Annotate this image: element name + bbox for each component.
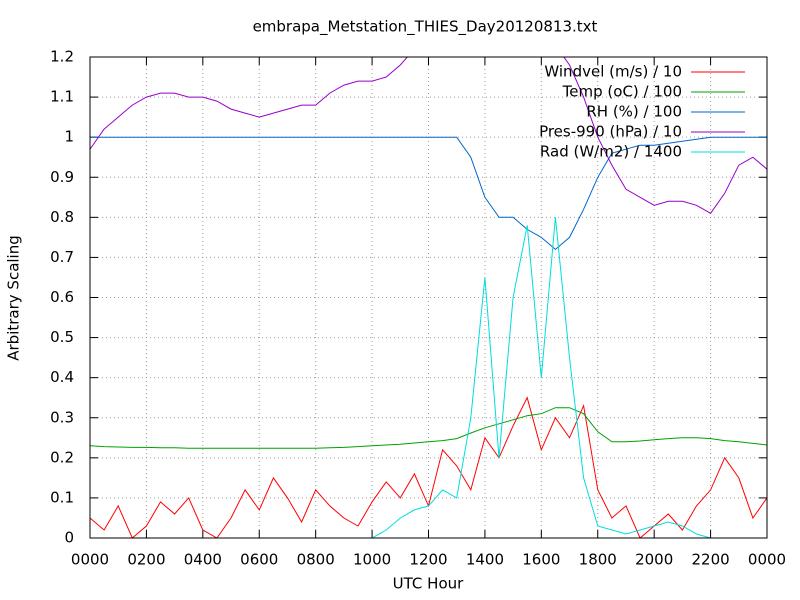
x-axis-label: UTC Hour — [393, 575, 464, 593]
y-tick-label: 0.6 — [50, 288, 74, 306]
x-tick-label: 0600 — [240, 551, 278, 569]
legend-label: Temp (oC) / 100 — [562, 83, 682, 101]
y-axis-label: Arbitrary Scaling — [5, 235, 23, 361]
x-tick-label: 1000 — [353, 551, 391, 569]
x-tick-label: 0800 — [297, 551, 335, 569]
y-tick-label: 0.5 — [50, 328, 74, 346]
legend-label: Rad (W/m2) / 1400 — [540, 143, 682, 161]
series-line — [90, 396, 767, 538]
y-tick-label: 1.2 — [50, 48, 74, 66]
series-line — [90, 136, 767, 251]
x-tick-label: 1400 — [466, 551, 504, 569]
x-tick-label: 1200 — [409, 551, 447, 569]
legend-label: Pres-990 (hPa) / 10 — [539, 123, 682, 141]
plot-area — [90, 57, 767, 538]
y-tick-label: 1 — [64, 128, 74, 146]
x-tick-label: 2200 — [691, 551, 729, 569]
legend-label: Windvel (m/s) / 10 — [544, 63, 682, 81]
x-tick-label: 0200 — [127, 551, 165, 569]
x-tick-label: 1600 — [522, 551, 560, 569]
x-tick-label: 1800 — [579, 551, 617, 569]
series-line — [90, 407, 767, 449]
y-tick-label: 0.8 — [50, 208, 74, 226]
y-tick-label: 0.3 — [50, 408, 74, 426]
y-tick-label: 0.9 — [50, 168, 74, 186]
legend-label: RH (%) / 100 — [586, 103, 682, 121]
y-tick-label: 0 — [64, 529, 74, 547]
y-tick-label: 0.7 — [50, 248, 74, 266]
x-tick-label: 2000 — [635, 551, 673, 569]
x-tick-label: 0400 — [184, 551, 222, 569]
y-tick-label: 1.1 — [50, 88, 74, 106]
series-line — [90, 217, 767, 538]
y-tick-label: 0.4 — [50, 368, 74, 386]
plot-frame — [89, 56, 768, 539]
y-tick-label: 0.2 — [50, 448, 74, 466]
chart-title: embrapa_Metstation_THIES_Day20120813.txt — [253, 18, 598, 37]
series-line — [90, 57, 767, 214]
x-tick-label: 0000 — [748, 551, 786, 569]
y-tick-label: 0.1 — [50, 488, 74, 506]
x-tick-label: 0000 — [71, 551, 109, 569]
